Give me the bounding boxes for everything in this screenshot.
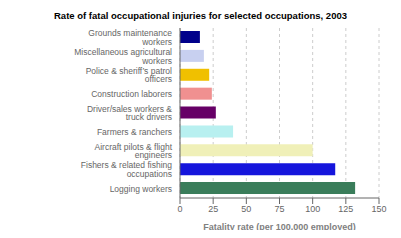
svg-text:Driver/sales workers &truck dr: Driver/sales workers &truck drivers: [87, 104, 172, 123]
svg-text:100: 100: [305, 204, 320, 214]
svg-text:0: 0: [177, 204, 182, 214]
svg-text:75: 75: [274, 204, 284, 214]
svg-text:Fatality rate (per 100,000 emp: Fatality rate (per 100,000 employed): [203, 222, 356, 230]
svg-text:Logging workers: Logging workers: [110, 184, 172, 194]
svg-text:Grounds maintenanceworkers: Grounds maintenanceworkers: [88, 28, 172, 47]
svg-text:Construction laborers: Construction laborers: [91, 89, 172, 99]
svg-text:Police & sheriff’s patroloffic: Police & sheriff’s patrolofficers: [86, 66, 172, 85]
svg-text:Farmers & ranchers: Farmers & ranchers: [97, 127, 172, 137]
svg-text:Fishers & related fishingoccup: Fishers & related fishingoccupations: [81, 160, 172, 179]
svg-text:Aircraft pilots & flightengine: Aircraft pilots & flightengineers: [95, 142, 173, 160]
html-text:Rate of fatal occupational inj: Rate of fatal occupational injuries for …: [54, 10, 347, 21]
svg-text:125: 125: [338, 204, 353, 214]
svg-text:50: 50: [241, 204, 251, 214]
svg-text:150: 150: [371, 204, 386, 214]
svg-text:Miscellaneous agriculturalwork: Miscellaneous agriculturalworkers: [74, 47, 172, 66]
svg-text:25: 25: [208, 204, 218, 214]
